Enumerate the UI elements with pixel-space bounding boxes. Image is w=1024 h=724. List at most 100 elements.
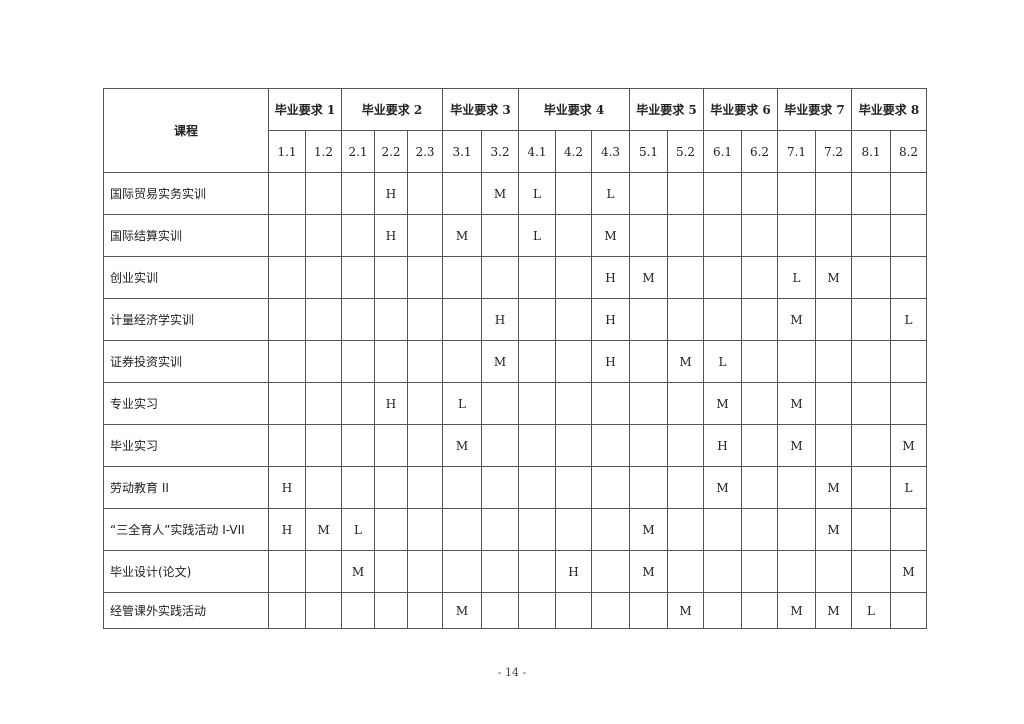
support-level-cell: [407, 256, 443, 299]
support-level-cell: [703, 256, 742, 299]
support-level-cell: L: [890, 466, 927, 509]
support-level-cell: L: [518, 214, 556, 257]
support-level-cell: [703, 550, 742, 593]
support-level-cell: L: [442, 382, 482, 425]
support-level-cell: M: [591, 214, 630, 257]
support-level-cell: M: [815, 256, 852, 299]
support-level-cell: [741, 466, 778, 509]
support-level-cell: [851, 550, 891, 593]
course-name: 证券投资实训: [103, 340, 269, 383]
support-level-cell: [518, 466, 556, 509]
course-name: 国际贸易实务实训: [103, 172, 269, 215]
support-level-cell: [442, 508, 482, 551]
support-level-cell: [341, 382, 375, 425]
support-level-cell: [305, 550, 342, 593]
support-level-cell: [407, 508, 443, 551]
support-level-cell: [703, 592, 742, 629]
support-level-cell: [703, 172, 742, 215]
support-level-cell: [407, 340, 443, 383]
support-level-cell: [591, 508, 630, 551]
support-level-cell: [442, 466, 482, 509]
support-level-cell: [407, 592, 443, 629]
support-level-cell: [518, 592, 556, 629]
table-row: 计量经济学实训 H H M L: [103, 298, 927, 341]
requirement-group-header: 毕业要求 7: [777, 88, 852, 131]
support-level-cell: [268, 550, 306, 593]
table-row: 国际贸易实务实训 H M L L: [103, 172, 927, 215]
course-name: 国际结算实训: [103, 214, 269, 257]
support-level-cell: [890, 256, 927, 299]
support-level-cell: [741, 382, 778, 425]
support-level-cell: [518, 550, 556, 593]
support-level-cell: H: [703, 424, 742, 467]
requirement-group-header: 毕业要求 5: [629, 88, 704, 131]
support-level-cell: M: [481, 172, 519, 215]
requirement-sub-header: 6.1: [703, 130, 742, 173]
requirement-sub-header: 6.2: [741, 130, 778, 173]
support-level-cell: M: [703, 466, 742, 509]
support-level-cell: [481, 550, 519, 593]
support-level-cell: [555, 424, 592, 467]
support-level-cell: L: [851, 592, 891, 629]
support-level-cell: [481, 256, 519, 299]
support-level-cell: [741, 592, 778, 629]
support-level-cell: [629, 214, 668, 257]
support-level-cell: [815, 340, 852, 383]
support-level-cell: [305, 298, 342, 341]
support-level-cell: M: [890, 550, 927, 593]
requirement-sub-header-row: 1.1 1.2 2.1 2.2 2.3 3.1 3.2 4.1 4.2 4.3 5.1 5.2 6.1 6…: [104, 130, 927, 173]
requirement-sub-header: 4.1: [518, 130, 556, 173]
support-level-cell: [442, 340, 482, 383]
support-level-cell: [629, 466, 668, 509]
support-level-cell: [374, 550, 408, 593]
support-level-cell: M: [890, 424, 927, 467]
support-level-cell: H: [555, 550, 592, 593]
support-level-cell: [851, 298, 891, 341]
support-level-cell: [851, 382, 891, 425]
support-level-cell: [407, 214, 443, 257]
course-name: 经管课外实践活动: [103, 592, 269, 629]
support-level-cell: M: [629, 550, 668, 593]
support-level-cell: [442, 172, 482, 215]
support-level-cell: M: [629, 256, 668, 299]
support-level-cell: [268, 424, 306, 467]
support-level-cell: [667, 382, 704, 425]
support-level-cell: [703, 298, 742, 341]
support-level-cell: M: [481, 340, 519, 383]
table-row: 创业实训 H M L M: [103, 256, 927, 299]
support-level-cell: [555, 298, 592, 341]
support-level-cell: M: [777, 298, 816, 341]
support-level-cell: H: [374, 172, 408, 215]
support-level-cell: [667, 508, 704, 551]
support-level-cell: [851, 340, 891, 383]
support-level-cell: [442, 298, 482, 341]
support-level-cell: [851, 424, 891, 467]
support-level-cell: [629, 382, 668, 425]
support-level-cell: [374, 592, 408, 629]
course-name: 毕业设计(论文): [103, 550, 269, 593]
course-name: 毕业实习: [103, 424, 269, 467]
support-level-cell: [815, 172, 852, 215]
requirement-sub-header: 7.1: [777, 130, 816, 173]
requirement-group-header: 毕业要求 1: [268, 88, 342, 131]
support-level-cell: [851, 256, 891, 299]
support-level-cell: [305, 214, 342, 257]
support-level-cell: [518, 424, 556, 467]
support-level-cell: [407, 382, 443, 425]
support-level-cell: [555, 340, 592, 383]
support-level-cell: M: [815, 466, 852, 509]
requirement-sub-header: 1.1: [268, 130, 306, 173]
support-level-cell: [481, 466, 519, 509]
requirement-sub-header: 7.2: [815, 130, 852, 173]
course-header: 课程: [103, 88, 269, 173]
support-level-cell: [305, 172, 342, 215]
support-level-cell: [851, 508, 891, 551]
support-level-cell: [481, 508, 519, 551]
support-level-cell: M: [442, 424, 482, 467]
support-level-cell: [667, 256, 704, 299]
support-level-cell: M: [815, 508, 852, 551]
support-level-cell: H: [374, 382, 408, 425]
requirement-sub-header: 2.3: [407, 130, 443, 173]
support-level-cell: [703, 214, 742, 257]
support-level-cell: [591, 466, 630, 509]
